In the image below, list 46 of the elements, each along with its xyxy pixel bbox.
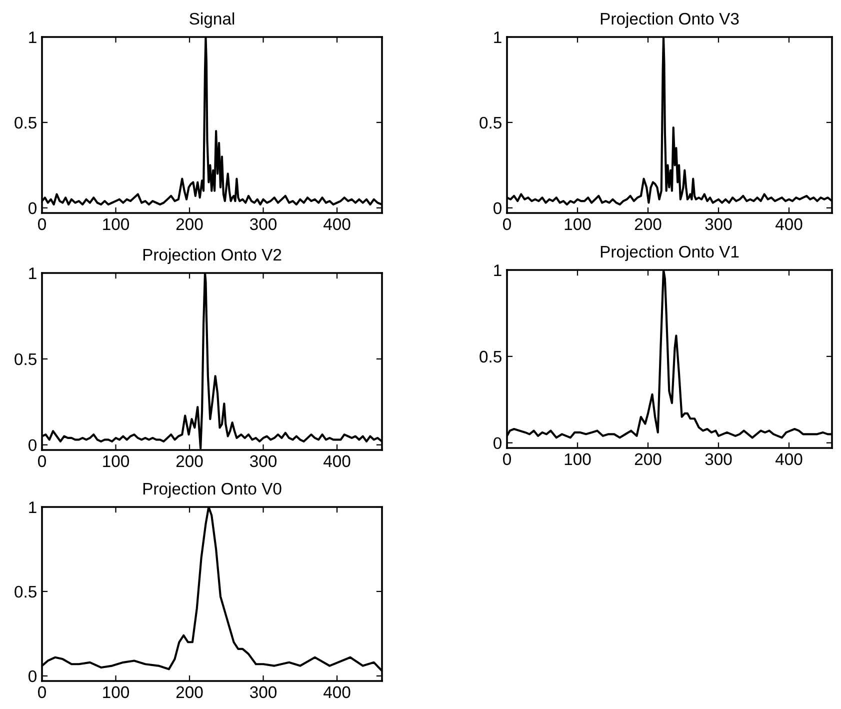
y-tick-label: 1: [494, 32, 502, 44]
x-tick-label: 0: [38, 686, 46, 698]
y-tick-label: 0.5: [480, 350, 502, 363]
x-tick-label: 100: [103, 218, 130, 230]
y-tick-label: 1: [494, 264, 502, 276]
x-tick-label: 0: [503, 218, 511, 230]
x-tick-label: 300: [705, 453, 732, 466]
x-tick-label: 200: [634, 218, 662, 230]
x-tick-label: 100: [564, 218, 591, 230]
y-tick-label: 1: [29, 268, 36, 280]
y-tick-label: 0: [28, 439, 36, 452]
chart-title: Projection Onto V2: [143, 248, 282, 264]
x-tick-label: 200: [176, 455, 203, 468]
chart-title: Projection Onto V1: [600, 245, 739, 261]
y-tick-label: 0.5: [14, 116, 36, 129]
y-tick-label: 0: [494, 437, 502, 450]
x-tick-label: 0: [503, 453, 511, 466]
line-series: [42, 273, 382, 450]
x-tick-label: 0: [38, 455, 46, 468]
chart-title: Signal: [190, 12, 234, 28]
x-tick-label: 400: [775, 453, 802, 466]
y-tick-label: 0.5: [14, 586, 36, 598]
chart-title: Projection Onto V0: [143, 482, 282, 498]
chart-title: Projection Onto V3: [600, 12, 739, 28]
y-tick-label: 0.5: [14, 353, 36, 366]
x-tick-label: 400: [323, 686, 350, 698]
x-tick-label: 200: [634, 453, 662, 466]
x-tick-label: 400: [323, 455, 350, 468]
x-tick-label: 300: [250, 218, 277, 230]
y-tick-label: 0: [28, 202, 36, 214]
x-tick-label: 100: [564, 453, 591, 466]
y-tick-label: 1: [29, 502, 36, 514]
x-tick-label: 300: [250, 686, 277, 698]
x-tick-label: 0: [38, 218, 46, 230]
y-tick-label: 0: [494, 202, 502, 214]
x-tick-label: 400: [323, 218, 350, 230]
x-tick-label: 300: [250, 455, 277, 468]
x-tick-label: 200: [176, 686, 203, 698]
x-tick-label: 400: [775, 218, 802, 230]
y-tick-label: 0: [28, 670, 36, 682]
y-tick-label: 0.5: [480, 116, 502, 129]
y-tick-label: 1: [29, 32, 36, 44]
x-tick-label: 300: [705, 218, 732, 230]
x-tick-label: 200: [176, 218, 203, 230]
x-tick-label: 100: [103, 686, 130, 698]
x-tick-label: 100: [103, 455, 130, 468]
